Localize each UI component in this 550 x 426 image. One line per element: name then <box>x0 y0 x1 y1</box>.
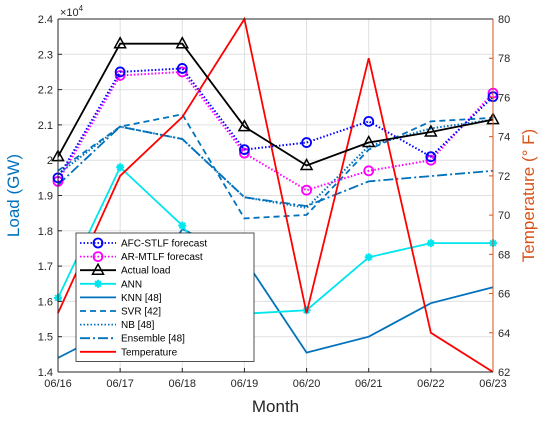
y-axis-right-label: Temperature (° F) <box>519 129 538 262</box>
y-left-tick-label: 2.4 <box>38 14 53 26</box>
series-line <box>57 16 494 373</box>
legend-marker <box>92 251 104 263</box>
data-point <box>176 66 188 78</box>
data-point <box>299 157 314 171</box>
y-left-tick-label: 2.2 <box>38 85 53 97</box>
y-left-tick-label: 1.7 <box>38 261 53 273</box>
data-point <box>176 63 188 74</box>
y-axis-multiplier-exponent: 4 <box>79 4 84 13</box>
data-point <box>116 163 125 172</box>
y-right-tick-label: 68 <box>498 249 510 261</box>
series-line <box>57 165 493 315</box>
data-point <box>363 165 375 177</box>
series-temperature <box>57 16 494 373</box>
y-right-tick-label: 66 <box>498 289 510 301</box>
x-tick-label: 06/18 <box>169 378 197 390</box>
x-tick-label: 06/20 <box>293 378 321 390</box>
legend: AFC-STLF forecast AR-MTLF forecast Actual … <box>75 232 255 362</box>
legend-marker <box>94 279 102 288</box>
x-tick-label: 06/22 <box>417 378 445 390</box>
y-right-tick-label: 64 <box>498 328 510 340</box>
y-right-tick-label: 62 <box>498 367 510 379</box>
y-left-tick-label: 1.5 <box>38 332 53 344</box>
y-left-tick-label: 1.9 <box>38 191 53 203</box>
y-axis-multiplier: ×104 <box>60 4 84 19</box>
x-tick-label: 06/19 <box>231 378 259 390</box>
data-point <box>301 184 312 196</box>
data-point <box>301 137 312 148</box>
data-point <box>363 115 375 127</box>
series-ensemble-48 <box>57 125 494 208</box>
y-left-tick-label: 1.6 <box>38 296 53 308</box>
legend-label: SVR [42] <box>121 307 161 318</box>
x-tick-label: 06/23 <box>479 378 507 390</box>
y-right-tick-label: 72 <box>498 171 510 183</box>
legend-label: Ensemble [48] <box>121 334 185 345</box>
data-point <box>364 253 373 262</box>
legend-label: AFC-STLF forecast <box>121 239 207 250</box>
series-line <box>57 70 494 192</box>
data-point <box>237 119 252 132</box>
y-left-tick-label: 1.8 <box>38 226 53 238</box>
y-left-tick-label: 2 <box>47 155 53 167</box>
y-axis-multiplier-base: ×10 <box>60 7 79 19</box>
legend-item: Temperature <box>80 347 178 358</box>
data-point <box>178 221 187 230</box>
x-axis-label: Month <box>252 397 299 416</box>
y-right-tick-label: 80 <box>498 14 510 26</box>
data-point <box>114 66 126 78</box>
tick-labels: 06/16 06/17 06/18 06/19 06/20 06/21 06/22 06/23… <box>38 14 511 390</box>
data-point <box>424 124 438 137</box>
data-point <box>175 36 190 49</box>
x-tick-label: 06/16 <box>44 378 72 390</box>
data-point <box>426 239 435 248</box>
legend-marker <box>92 237 104 249</box>
legend-label: AR-MTLF forecast <box>121 252 203 263</box>
data-point <box>425 151 437 163</box>
x-tick-label: 06/21 <box>355 378 383 390</box>
legend-item: AR-MTLF forecast <box>80 251 203 263</box>
data-point <box>113 36 127 49</box>
legend-item: Actual load <box>80 262 170 277</box>
legend-item: KNN [48] <box>80 293 162 304</box>
series-actual-load <box>51 36 500 171</box>
y-left-tick-label: 2.3 <box>38 49 53 61</box>
y-right-tick-label: 70 <box>498 210 510 222</box>
legend-marker <box>91 262 105 275</box>
data-point <box>239 144 250 156</box>
legend-item: NB [48] <box>80 320 155 331</box>
legend-item: ANN <box>80 279 142 290</box>
y-right-tick-label: 78 <box>498 53 510 65</box>
y-axis-left-label: Load (GW) <box>4 154 23 237</box>
data-point <box>361 134 376 148</box>
legend-label: NB [48] <box>121 320 155 331</box>
legend-label: Actual load <box>121 266 170 277</box>
series-line <box>57 113 494 220</box>
x-tick-label: 06/17 <box>106 378 134 390</box>
legend-label: ANN <box>121 279 142 290</box>
series-svr-42 <box>57 113 494 220</box>
series-line <box>57 125 494 208</box>
y-right-tick-label: 76 <box>498 92 510 104</box>
legend-item: Ensemble [48] <box>80 334 185 345</box>
series-line <box>57 42 494 167</box>
y-right-tick-label: 74 <box>498 132 510 144</box>
legend-label: KNN [48] <box>121 293 162 304</box>
series-layer <box>51 16 500 373</box>
legend-label: Temperature <box>121 347 178 358</box>
y-left-tick-label: 2.1 <box>38 120 53 132</box>
axes <box>57 18 494 373</box>
y-left-tick-label: 1.4 <box>38 367 53 379</box>
legend-item: AFC-STLF forecast <box>80 237 207 250</box>
legend-item: SVR [42] <box>80 307 161 318</box>
